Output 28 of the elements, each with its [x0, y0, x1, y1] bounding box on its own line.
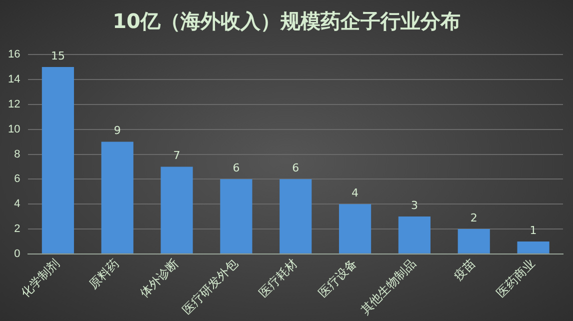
x-tick-label: 医疗耗材: [256, 256, 300, 300]
x-tick-label: 医疗研发外包: [180, 256, 241, 318]
y-tick-label: 2: [14, 223, 20, 236]
data-label: 1: [530, 224, 537, 237]
y-tick-label: 6: [14, 173, 20, 186]
data-label: 2: [470, 211, 478, 224]
y-tick-label: 12: [8, 98, 20, 110]
x-tick-label: 体外诊断: [137, 256, 182, 300]
data-label: 6: [292, 162, 300, 175]
data-label: 6: [232, 162, 240, 175]
x-tick-label: 化学制剂: [18, 256, 62, 300]
data-label: 15: [50, 49, 65, 62]
y-tick-label: 16: [8, 48, 20, 61]
data-label: 4: [352, 186, 359, 200]
y-tick-label: 8: [14, 148, 20, 160]
data-label: 7: [173, 149, 180, 162]
y-tick-label: 10: [8, 123, 20, 136]
x-tick-label: 疫苗: [451, 256, 478, 284]
data-label: 9: [114, 124, 121, 138]
y-tick-label: 4: [14, 198, 20, 210]
chart-title: 10亿（海外收入）规模药企子行业分布: [112, 8, 462, 35]
x-tick-label: 医疗设备: [316, 256, 360, 300]
data-label: 3: [410, 198, 418, 212]
x-tick-label: 原料药: [86, 256, 122, 292]
x-tick-label: 医药商业: [494, 256, 538, 300]
y-tick-label: 0: [14, 248, 20, 260]
y-tick-label: 14: [8, 74, 20, 86]
x-tick-label: 其他生物制品: [358, 256, 419, 318]
